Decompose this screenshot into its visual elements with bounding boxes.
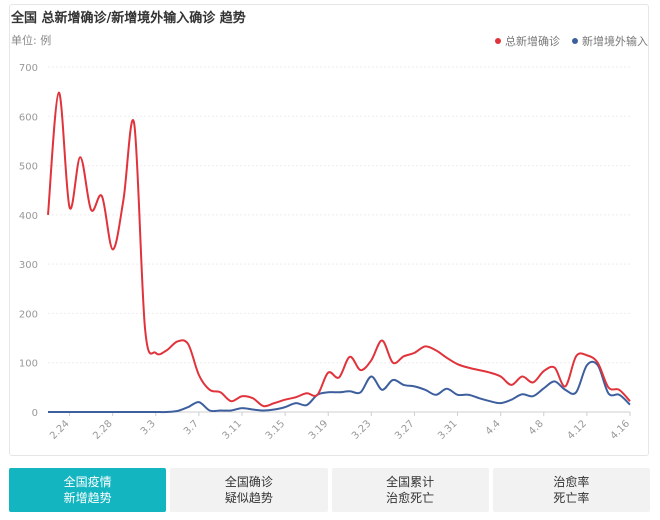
tab-label-line1: 治愈率 xyxy=(553,475,590,489)
y-tick-label: 200 xyxy=(19,309,38,320)
x-tick-label: 3.23 xyxy=(350,418,374,442)
y-tick-label: 300 xyxy=(19,260,38,271)
x-tick-label: 3.7 xyxy=(182,418,201,437)
legend-dot-total xyxy=(495,38,501,44)
x-tick-label: 3.3 xyxy=(139,418,158,437)
unit-label: 单位: 例 xyxy=(11,34,52,47)
x-tick-label: 2.24 xyxy=(48,418,72,442)
legend: 总新增确诊 新增境外输入 xyxy=(483,33,648,49)
tab-cured-dead[interactable]: 全国累计 治愈死亡 xyxy=(331,468,489,512)
legend-label-imported: 新增境外输入 xyxy=(582,35,648,48)
tab-label-line2: 新增趋势 xyxy=(63,491,112,505)
legend-item-total[interactable]: 总新增确诊 xyxy=(495,33,560,49)
line-chart: 0 100 200 300 400 500 600 700 2.24 2.28 3.3 3.7 3.11… xyxy=(19,63,633,442)
y-tick-label: 500 xyxy=(19,162,38,173)
series-line-imported xyxy=(48,360,631,414)
y-tick-label: 100 xyxy=(19,359,38,370)
y-tick-label: 400 xyxy=(19,211,38,222)
tab-label-line1: 全国累计 xyxy=(386,475,435,489)
series-line-total xyxy=(47,91,631,408)
tab-label-line2: 疑似趋势 xyxy=(224,491,273,505)
chart-title: 全国 总新增确诊/新增境外输入确诊 趋势 xyxy=(11,11,246,26)
x-tick-label: 4.16 xyxy=(609,418,633,442)
x-tick-label: 3.11 xyxy=(221,418,245,442)
legend-item-imported[interactable]: 新增境外输入 xyxy=(572,33,648,49)
tab-label-line2: 治愈死亡 xyxy=(386,491,435,505)
x-tick-label: 3.27 xyxy=(393,418,417,442)
x-tick-label: 3.15 xyxy=(264,418,288,442)
x-tick-label: 4.4 xyxy=(484,418,503,437)
y-tick-label: 700 xyxy=(19,63,38,74)
legend-dot-imported xyxy=(572,38,578,44)
y-tick-label: 600 xyxy=(19,112,38,123)
x-tick-label: 3.19 xyxy=(307,418,331,442)
tab-label-line1: 全国确诊 xyxy=(224,475,273,489)
x-tick-label: 4.8 xyxy=(527,418,546,437)
legend-label-total: 总新增确诊 xyxy=(505,35,560,48)
tab-bar: 全国疫情 新增趋势 全国确诊 疑似趋势 全国累计 治愈死亡 治愈率 死亡率 xyxy=(9,468,650,512)
tab-new-trend[interactable]: 全国疫情 新增趋势 xyxy=(9,468,167,512)
tab-label-line2: 死亡率 xyxy=(553,491,590,505)
x-tick-label: 3.31 xyxy=(436,418,460,442)
tab-rates[interactable]: 治愈率 死亡率 xyxy=(492,468,650,512)
tab-confirmed-suspected[interactable]: 全国确诊 疑似趋势 xyxy=(170,468,328,512)
x-tick-label: 2.28 xyxy=(91,418,115,442)
y-tick-label: 0 xyxy=(32,408,38,419)
x-tick-label: 4.12 xyxy=(565,418,589,442)
tab-label-line1: 全国疫情 xyxy=(63,475,112,489)
chart-card xyxy=(9,4,649,456)
